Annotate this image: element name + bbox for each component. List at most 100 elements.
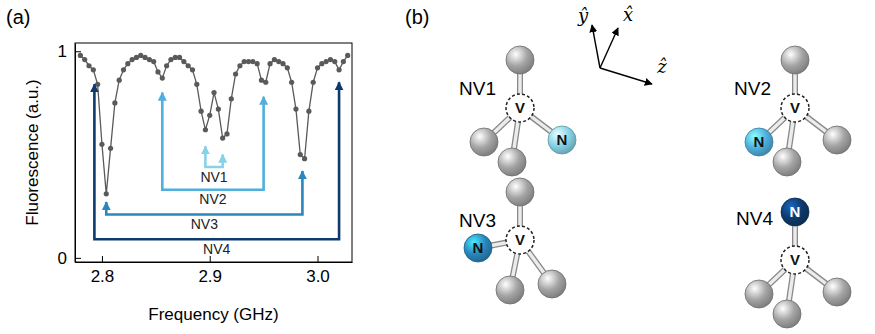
data-point — [302, 156, 307, 161]
carbon-atom — [496, 276, 524, 304]
triad-arrow — [592, 25, 600, 68]
transition-bracket — [94, 82, 339, 239]
transition-label: NV3 — [191, 216, 218, 232]
nv-name: NV1 — [459, 78, 496, 99]
data-point — [306, 109, 311, 114]
carbon-atom — [781, 46, 809, 74]
triad-label: ẑ — [656, 56, 667, 77]
x-tick-label: 2.8 — [91, 267, 115, 286]
data-point — [99, 142, 104, 147]
x-tick-mark — [318, 256, 319, 262]
data-point — [186, 63, 191, 68]
axis-triad: ŷx̂ẑ — [577, 4, 667, 84]
data-point — [181, 59, 186, 64]
transition-bracket — [106, 171, 302, 214]
y-axis-title: Fluorescence (a.u.) — [23, 79, 42, 225]
y-tick-mark — [75, 258, 81, 259]
data-point — [315, 65, 320, 70]
data-point — [199, 109, 204, 114]
carbon-atom — [745, 280, 773, 308]
vacancy-label: V — [790, 99, 800, 116]
x-tick-label: 3.0 — [306, 267, 330, 286]
y-axis-line — [75, 44, 76, 263]
y-axis: 01 — [58, 42, 81, 268]
data-point — [255, 61, 260, 66]
vacancy-site — [781, 246, 809, 274]
transition-label: NV4 — [203, 241, 230, 257]
data-point — [341, 59, 346, 64]
data-point — [95, 82, 100, 87]
nv-center: NV2NV — [734, 46, 851, 176]
data-point — [285, 65, 290, 70]
data-point — [91, 67, 96, 72]
data-point — [194, 82, 199, 87]
data-point — [155, 69, 160, 74]
annotations: NV1NV2NV3NV4 — [94, 82, 339, 257]
transition-label: NV2 — [199, 191, 226, 207]
y-tick: 0 — [58, 249, 81, 268]
data-point — [280, 61, 285, 66]
x-tick: 3.0 — [306, 256, 330, 286]
transition-bracket — [205, 146, 222, 167]
data-point — [345, 53, 350, 58]
vacancy-label: V — [790, 251, 800, 268]
data-point — [229, 96, 234, 101]
carbon-atom — [538, 270, 566, 298]
panel-label: (b) — [405, 6, 429, 28]
vacancy-site — [506, 226, 534, 254]
panel-label: (a) — [6, 6, 30, 28]
plot-frame — [75, 43, 352, 262]
x-tick: 2.8 — [91, 256, 115, 286]
carbon-atom — [823, 126, 851, 154]
data-point — [203, 127, 208, 132]
carbon-atom — [506, 46, 534, 74]
data-point — [86, 63, 91, 68]
data-point — [237, 63, 242, 68]
data-point — [164, 63, 169, 68]
figure: (a)2.82.93.001Frequency (GHz)Fluorescenc… — [0, 0, 875, 334]
data-point — [211, 90, 216, 95]
data-point — [267, 61, 272, 66]
nv-name: NV3 — [459, 210, 496, 231]
data-point — [224, 131, 229, 136]
data-point — [160, 76, 165, 81]
y-tick: 1 — [58, 42, 81, 61]
data-point — [220, 135, 225, 140]
x-tick: 2.9 — [198, 256, 222, 286]
carbon-atom — [773, 148, 801, 176]
x-axis: 2.8 2.9 3.0 — [76, 256, 353, 286]
data-point — [332, 59, 337, 64]
carbon-atom — [470, 128, 498, 156]
vacancy-label: V — [515, 231, 525, 248]
carbon-atom — [823, 278, 851, 306]
data-point — [293, 107, 298, 112]
data-point — [108, 146, 113, 151]
data-point — [121, 67, 126, 72]
nitrogen-label: N — [557, 131, 568, 148]
data-point — [311, 80, 316, 85]
triad-arrow — [600, 28, 618, 68]
vacancy-site — [781, 94, 809, 122]
nitrogen-label: N — [790, 203, 801, 220]
nitrogen-label: N — [754, 133, 765, 150]
carbon-atom — [506, 178, 534, 206]
data-point — [112, 100, 117, 105]
transition-bracket — [162, 93, 263, 190]
data-point — [190, 67, 195, 72]
data-point — [125, 61, 130, 66]
data-point — [104, 191, 109, 196]
data-point — [177, 55, 182, 60]
data-point — [263, 80, 268, 85]
nv-center: NV1NV — [459, 46, 576, 176]
nitrogen-label: N — [473, 239, 484, 256]
data-point — [289, 80, 294, 85]
triad-arrow — [600, 68, 652, 84]
nv-center: NV3 N V — [459, 178, 566, 304]
nv-center: NV4NV — [736, 198, 851, 328]
data-point — [82, 57, 87, 62]
data-line — [80, 55, 347, 193]
carbon-atom — [773, 300, 801, 328]
x-tick-mark — [102, 256, 103, 262]
x-axis-line — [76, 262, 353, 263]
data-point — [216, 107, 221, 112]
